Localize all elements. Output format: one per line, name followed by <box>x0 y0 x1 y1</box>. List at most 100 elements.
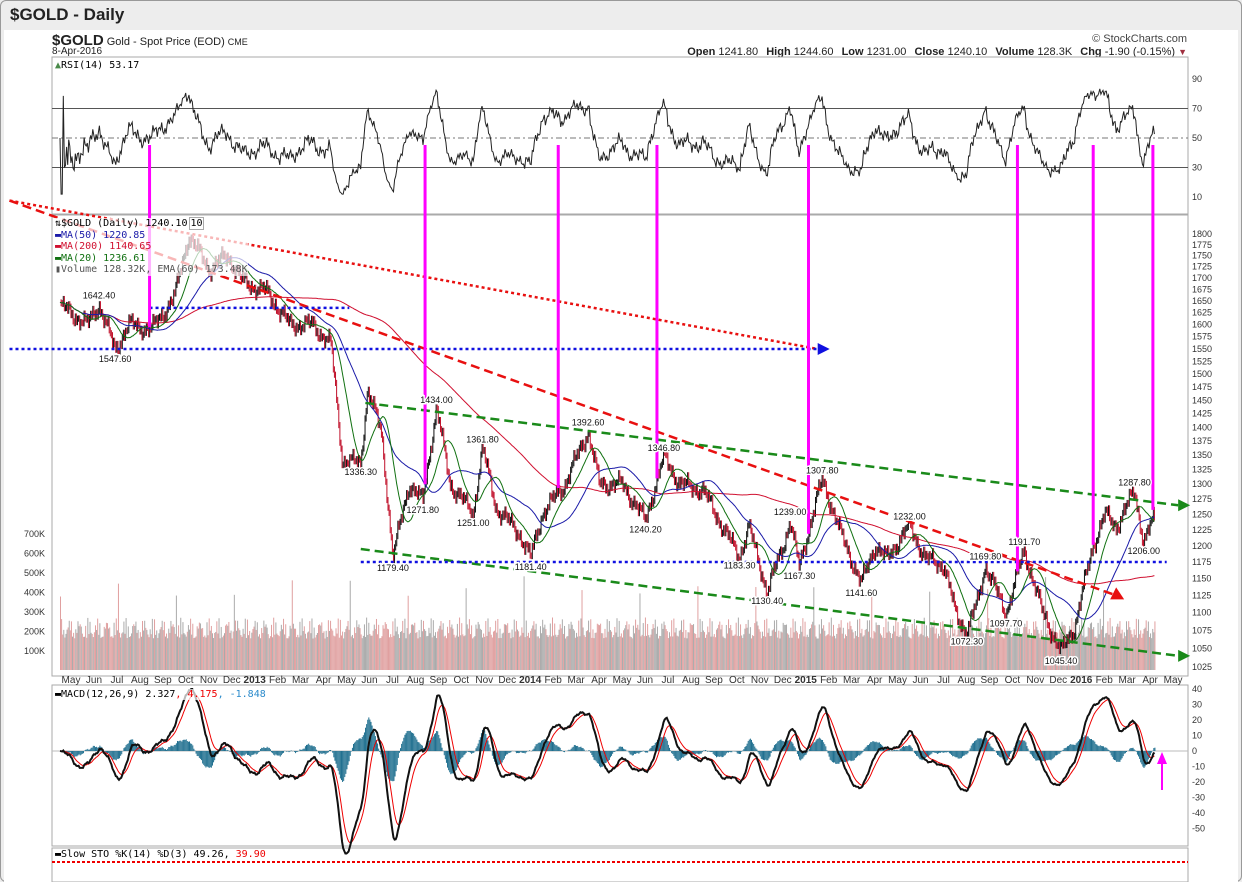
volume-bar <box>263 620 265 670</box>
macd-hist-bar <box>105 751 107 754</box>
volume-bar <box>1072 633 1074 670</box>
macd-hist-bar <box>1005 751 1007 762</box>
macd-hist-bar <box>286 751 288 752</box>
macd-hist-bar <box>380 751 382 755</box>
macd-hist-bar <box>1031 751 1033 757</box>
volume-bar <box>178 625 180 670</box>
volume-bar <box>96 629 98 670</box>
price-annotation: 1271.80 <box>406 505 439 515</box>
macd-hist-bar <box>719 751 721 757</box>
volume-bar <box>998 622 1000 670</box>
chart-date: 8-Apr-2016 <box>52 46 103 57</box>
macd-hist-bar <box>989 743 991 751</box>
ma50-legend: MA(50) 1220.85 <box>61 229 146 241</box>
volume-bar <box>511 629 513 670</box>
macd-hist-bar <box>353 743 355 751</box>
macd-hist-bar <box>225 748 227 751</box>
volume-bar <box>204 635 206 670</box>
volume-bar <box>1082 635 1084 670</box>
volume-bar <box>886 632 888 670</box>
macd-hist-bar <box>711 751 713 753</box>
volume-bar <box>1138 619 1140 670</box>
volume-bar <box>977 638 979 670</box>
volume-bar <box>847 622 849 670</box>
macd-hist-bar <box>170 745 172 751</box>
volume-bar <box>1099 618 1101 670</box>
volume-bar <box>169 632 171 670</box>
macd-hist-bar <box>359 738 361 751</box>
macd-hist-bar <box>299 749 301 751</box>
volume-bar <box>280 624 282 670</box>
macd-hist-bar <box>578 747 580 751</box>
volume-bar <box>127 626 129 670</box>
macd-hist-bar <box>1058 751 1060 754</box>
macd-hist-bar <box>814 742 816 751</box>
volume-bar <box>110 636 112 670</box>
macd-hist-bar <box>248 751 250 756</box>
macd-hist-bar <box>599 751 601 767</box>
volume-bar <box>430 618 432 670</box>
volume-bar <box>986 625 988 670</box>
macd-hist-bar <box>169 746 171 751</box>
volume-bar <box>620 633 622 670</box>
volume-bar <box>115 618 117 670</box>
high-value: 1244.60 <box>793 46 834 58</box>
volume-bar <box>504 624 506 670</box>
volume-bar <box>988 618 990 670</box>
macd-hist-bar <box>1069 744 1071 751</box>
volume-bar <box>746 627 748 670</box>
volume-bar <box>103 626 105 670</box>
volume-bar <box>79 624 81 670</box>
volume-bar <box>279 631 281 670</box>
volume-bar <box>1098 634 1100 670</box>
macd-hist-bar <box>82 751 84 754</box>
volume-bar <box>597 624 599 670</box>
volume-bar <box>1066 636 1068 670</box>
macd-hist-bar <box>389 751 391 780</box>
macd-hist-bar <box>702 750 704 751</box>
volume-bar <box>292 623 294 670</box>
macd-hist-bar <box>473 751 475 753</box>
volume-bar <box>713 634 715 670</box>
volume-bar <box>119 632 121 670</box>
macd-hist-bar <box>741 751 743 752</box>
date-tick-label: Jul <box>937 675 950 686</box>
volume-bar <box>425 630 427 670</box>
volume-bar <box>822 628 824 670</box>
volume-bar <box>121 633 123 670</box>
volume-bar <box>545 629 547 670</box>
volume-bar <box>642 623 644 670</box>
volume-bar <box>623 630 625 670</box>
volume-bar <box>483 633 485 670</box>
high-label: High <box>766 46 791 58</box>
macd-hist-bar <box>1026 746 1028 751</box>
macd-hist-bar <box>630 751 632 755</box>
volume-bar <box>400 632 402 670</box>
macd-hist-bar <box>767 751 769 761</box>
copyright[interactable]: © StockCharts.com <box>1092 33 1187 45</box>
volume-bar <box>109 627 111 670</box>
close-label: Close <box>914 46 945 58</box>
date-tick-label: Aug <box>682 675 700 686</box>
volume-bar <box>295 628 297 670</box>
price-tick-label: 1675 <box>1192 284 1212 294</box>
macd-hist-bar <box>564 751 566 753</box>
macd-hist-bar <box>817 738 819 751</box>
macd-hist-bar <box>784 742 786 751</box>
volume-bar <box>156 630 158 670</box>
macd-hist-bar <box>313 746 315 751</box>
volume-bar <box>1122 638 1124 670</box>
volume-bar <box>714 637 716 670</box>
volume-tick-label: 400K <box>24 588 45 598</box>
price-tick-label: 1150 <box>1192 574 1211 584</box>
macd-hist-bar <box>553 742 555 751</box>
macd-hist-bar <box>977 738 979 751</box>
macd-hist-bar <box>901 746 903 751</box>
volume-bar <box>544 624 546 670</box>
volume-bar <box>1109 617 1111 670</box>
macd-hist-bar <box>420 744 422 751</box>
volume-bar <box>1056 637 1058 670</box>
macd-hist-bar <box>721 751 723 758</box>
macd-hist-bar <box>705 749 707 751</box>
